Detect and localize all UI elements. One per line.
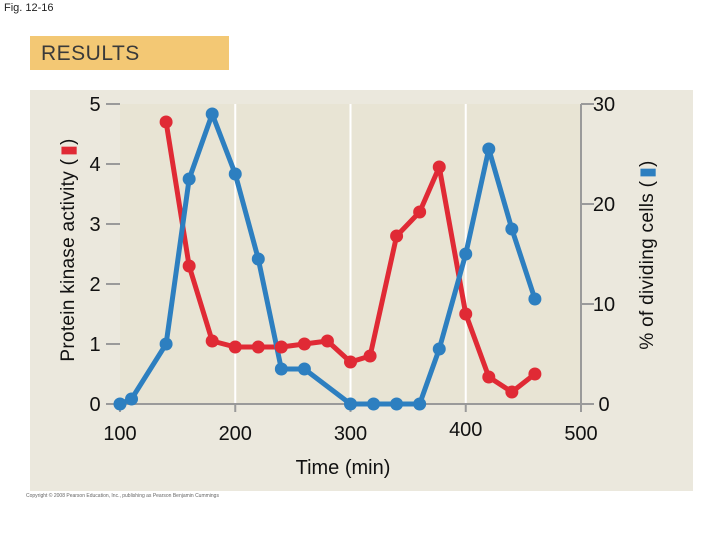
kinase-data-point [251,340,265,354]
dividing-data-point [113,397,127,411]
kinase-data-point [528,367,542,381]
x-tick-label: 500 [564,423,597,445]
y-left-tick-label: 2 [89,274,100,296]
dividing-data-point [413,397,427,411]
kinase-data-point [505,385,519,399]
x-axis-label: Time (min) [296,457,391,479]
y-axis-left-label: Protein kinase activity ( ▮) [58,138,79,361]
figure-label: Fig. 12-16 [4,2,54,14]
kinase-data-point [459,307,473,321]
kinase-data-point [482,370,496,384]
y-axis-right-label: % of dividing cells ( ▮) [637,160,658,349]
y-left-tick-label: 0 [89,394,100,416]
y-right-tick-label: 20 [593,194,615,216]
x-tick-label: 300 [334,423,367,445]
dividing-data-point [125,392,139,406]
dividing-data-point [528,292,542,306]
copyright-notice: Copyright © 2008 Pearson Education, Inc.… [26,493,219,499]
dividing-data-point [482,142,496,156]
kinase-data-point [182,259,196,273]
y-left-tick-label: 3 [89,214,100,236]
dividing-data-point [505,222,519,236]
y-right-tick-label: 30 [593,94,615,116]
kinase-data-point [274,340,288,354]
dividing-data-point [390,397,404,411]
dividing-data-point [432,342,446,356]
y-left-tick-label: 4 [89,154,100,176]
y-left-tick-label: 1 [89,334,100,356]
kinase-data-point [344,355,357,369]
y-axis-left-label-close: ) [58,138,79,145]
y-right-tick-label: 0 [598,394,609,416]
kinase-data-point [390,229,404,243]
kinase-data-point [432,160,446,174]
dividing-data-point [344,397,357,411]
x-tick-label: 100 [103,423,136,445]
dividing-data-point [274,362,288,376]
kinase-data-point [228,340,242,354]
kinase-data-point [205,334,219,348]
dividing-data-point [297,362,311,376]
results-banner: RESULTS [30,36,229,70]
dividing-data-point [159,337,173,351]
y-axis-right-label-close: ) [637,160,658,167]
dividing-data-point [251,252,265,266]
x-tick-label: 200 [219,423,252,445]
dividing-data-point [459,247,473,261]
kinase-data-point [297,337,311,351]
dividing-series-line [117,111,538,407]
kinase-data-point [159,115,173,129]
y-right-tick-label: 10 [593,294,615,316]
x-tick-label: 400 [449,419,482,441]
kinase-legend-swatch: ▮ [58,145,79,156]
results-banner-label: RESULTS [41,42,140,65]
dividing-data-point [228,167,242,181]
y-axis-right-label-text: % of dividing cells ( [637,180,658,349]
kinase-data-point [363,349,377,363]
dividing-legend-swatch: ▮ [637,167,658,178]
y-left-tick-label: 5 [89,94,100,116]
kinase-data-point [413,205,427,219]
kinase-data-point [320,334,334,348]
y-axis-left-label-text: Protein kinase activity ( [58,158,79,361]
dividing-data-point [367,397,381,411]
dividing-data-point [205,107,219,121]
dividing-data-point [182,172,196,186]
